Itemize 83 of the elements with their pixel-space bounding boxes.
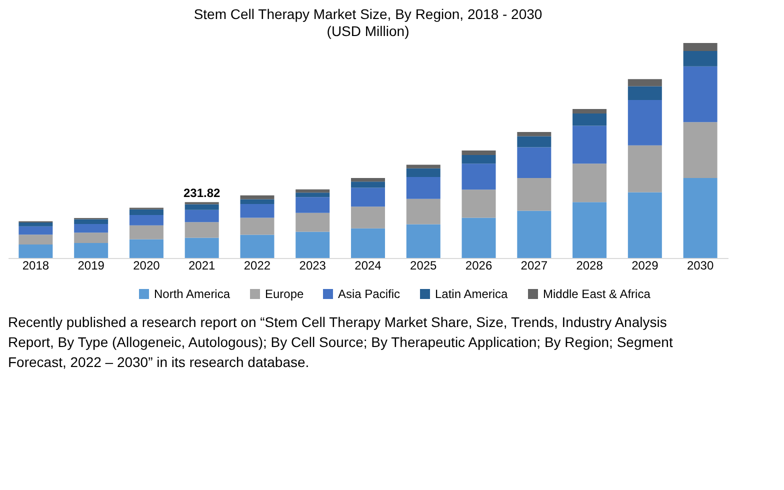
bar [351, 178, 385, 182]
bar [517, 136, 552, 148]
bar [517, 132, 552, 136]
bar [240, 218, 274, 235]
x-tick-label: 2027 [520, 258, 548, 272]
bar [240, 204, 274, 218]
bar [296, 212, 330, 232]
legend-label: Latin America [435, 287, 508, 301]
bar [683, 178, 718, 258]
bar [18, 226, 53, 235]
bar [462, 155, 496, 164]
bar [628, 86, 662, 100]
bar [129, 209, 164, 215]
bar [129, 215, 164, 226]
bar [184, 210, 219, 222]
bar [351, 188, 385, 207]
bar [18, 244, 53, 258]
legend-label: North America [154, 287, 230, 301]
bar [406, 224, 440, 258]
bar [572, 109, 607, 114]
x-tick-label: 2025 [410, 258, 438, 272]
bar [572, 126, 607, 164]
chart-title: Stem Cell Therapy Market Size, By Region, 2018 - 2030 [194, 6, 542, 22]
bar [628, 145, 662, 192]
x-tick-label: 2030 [686, 258, 714, 272]
bar [129, 239, 164, 258]
bar [74, 219, 108, 224]
chart-subtitle: (USD Million) [326, 23, 410, 39]
bar [240, 234, 274, 258]
bar [184, 238, 219, 258]
bar [406, 164, 440, 168]
bar [462, 164, 496, 190]
bar [572, 114, 607, 126]
bar [462, 218, 496, 258]
bar [296, 232, 330, 258]
annotation: 231.82 [183, 186, 221, 200]
legend-label: Middle East & Africa [543, 287, 651, 301]
text: Recently published a research report on “Stem Cell Therapy Market Share, Size, Trends, Industry Analysis Report, By Type (Allogeneic, Autologous); By Cell Source; By Therapeutic Application; By Region; Segment Forecast, 2022 – 2030” in its research database. [8, 314, 673, 370]
bar [129, 225, 164, 240]
bar [18, 222, 53, 226]
bar [74, 242, 108, 258]
bar [240, 195, 274, 200]
bar [572, 202, 607, 258]
bar [351, 206, 385, 228]
legend-label: Europe [265, 287, 304, 301]
legend-label: Asia Pacific [338, 287, 400, 301]
bar [296, 197, 330, 213]
bar [240, 199, 274, 204]
bar [462, 190, 496, 218]
x-tick-label: 2018 [22, 258, 50, 272]
bar [406, 176, 440, 199]
bar [683, 43, 718, 51]
x-tick-label: 2020 [133, 258, 160, 272]
bar [74, 232, 108, 243]
bar [683, 50, 718, 66]
x-tick-label: 2023 [299, 258, 326, 272]
bar [517, 147, 552, 178]
bar [628, 100, 662, 146]
bar [517, 210, 552, 258]
x-tick-label: 2024 [354, 258, 382, 272]
bar [683, 122, 718, 178]
x-tick-label: 2022 [244, 258, 271, 272]
x-tick-label: 2029 [632, 258, 659, 272]
bar [683, 66, 718, 122]
x-tick-label: 2019 [78, 258, 105, 272]
bar [628, 192, 662, 258]
bar [296, 192, 330, 198]
bar [74, 224, 108, 233]
bar [184, 204, 219, 210]
x-tick-label: 2026 [465, 258, 492, 272]
bar [18, 234, 53, 244]
bar [406, 168, 440, 177]
x-tick-label: 2028 [576, 258, 604, 272]
bar [517, 178, 552, 211]
bar [572, 164, 607, 202]
x-tick-label: 2021 [188, 258, 216, 272]
bar [296, 189, 330, 193]
bar [406, 198, 440, 224]
bar [351, 182, 385, 188]
bar [184, 222, 219, 238]
bar [628, 79, 662, 86]
bar [351, 228, 385, 258]
bar [462, 150, 496, 156]
